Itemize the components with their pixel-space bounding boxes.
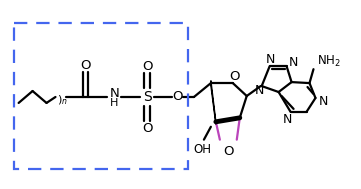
Text: N: N bbox=[319, 95, 328, 108]
Text: S: S bbox=[143, 90, 152, 104]
Text: O: O bbox=[172, 91, 182, 104]
Text: O: O bbox=[223, 145, 234, 158]
Text: H: H bbox=[110, 98, 118, 108]
Polygon shape bbox=[211, 81, 216, 124]
Text: O: O bbox=[142, 122, 152, 135]
Text: O: O bbox=[142, 60, 152, 73]
Text: OH: OH bbox=[193, 143, 211, 156]
Text: N: N bbox=[283, 113, 292, 126]
Text: N: N bbox=[255, 84, 264, 97]
Text: N: N bbox=[109, 87, 119, 100]
Text: N: N bbox=[266, 53, 275, 66]
Text: )$_n$: )$_n$ bbox=[57, 93, 68, 107]
Text: O: O bbox=[230, 70, 240, 83]
Text: NH$_2$: NH$_2$ bbox=[317, 54, 341, 69]
Text: N: N bbox=[289, 56, 298, 69]
Text: O: O bbox=[81, 59, 91, 72]
